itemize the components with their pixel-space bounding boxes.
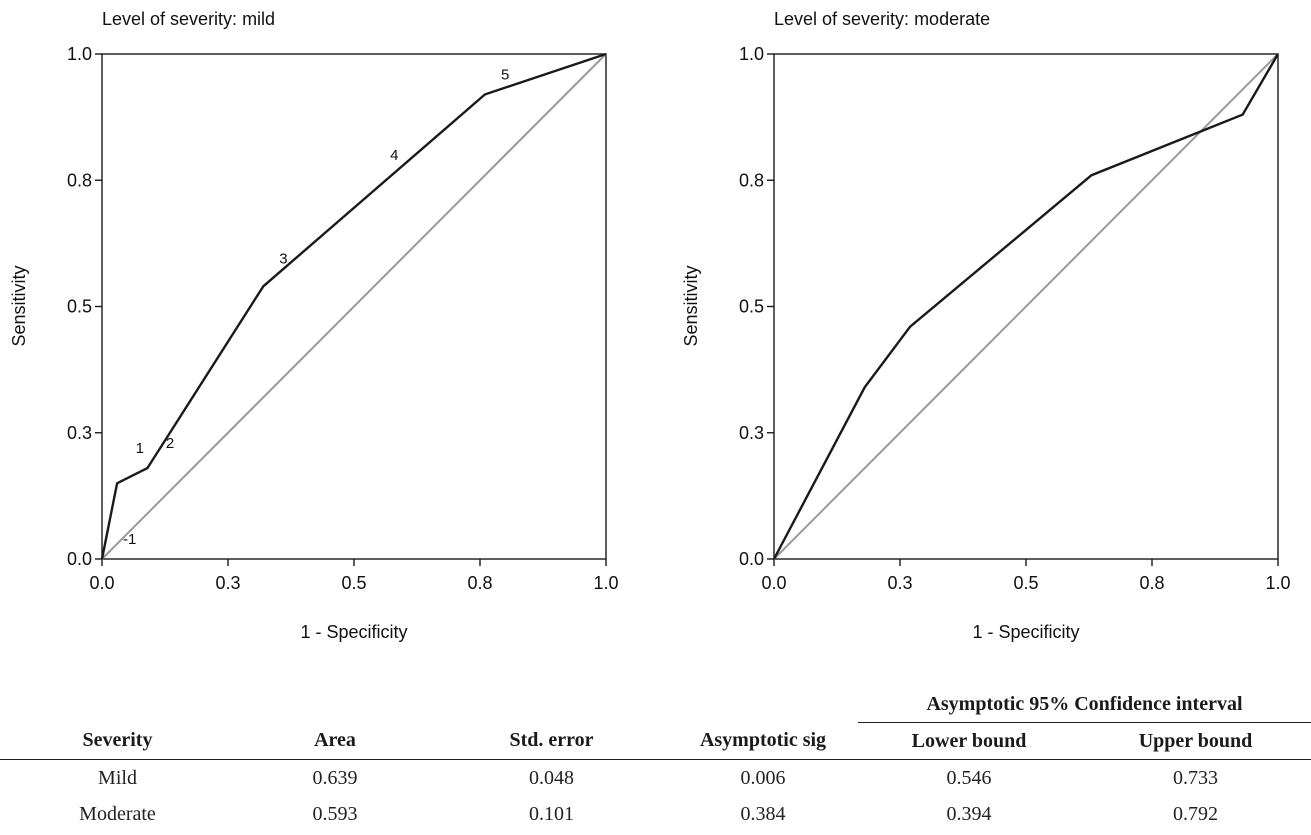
y-tick-label: 0.0 bbox=[67, 549, 92, 569]
col-header-lower-bound: Lower bound bbox=[858, 722, 1080, 760]
y-tick-label: 0.3 bbox=[67, 423, 92, 443]
x-tick-label: 0.0 bbox=[761, 573, 786, 593]
table-row: Moderate 0.593 0.101 0.384 0.394 0.792 bbox=[0, 796, 1311, 832]
cell-severity: Mild bbox=[98, 766, 137, 789]
y-axis-label: Sensitivity bbox=[681, 265, 701, 346]
col-header-severity: Severity bbox=[0, 722, 235, 760]
y-tick-label: 0.3 bbox=[739, 423, 764, 443]
x-tick-label: 0.0 bbox=[89, 573, 114, 593]
cell-lower-bound: 0.394 bbox=[946, 802, 992, 825]
x-tick-label: 0.5 bbox=[1013, 573, 1038, 593]
chart-title: Level of severity: moderate bbox=[774, 9, 990, 29]
x-tick-label: 0.5 bbox=[341, 573, 366, 593]
x-axis-label: 1 - Specificity bbox=[300, 622, 407, 642]
x-tick-label: 0.3 bbox=[215, 573, 240, 593]
cell-area: 0.593 bbox=[312, 802, 358, 825]
reference-diagonal-line bbox=[101, 53, 607, 560]
roc-curve-line bbox=[772, 53, 1280, 560]
table-row: Mild 0.639 0.048 0.006 0.546 0.733 bbox=[0, 760, 1311, 797]
y-axis-label: Sensitivity bbox=[9, 265, 29, 346]
cell-asymptotic-sig: 0.384 bbox=[740, 802, 786, 825]
chart-title: Level of severity: mild bbox=[102, 9, 275, 29]
y-tick-label: 0.5 bbox=[67, 297, 92, 317]
cell-severity: Moderate bbox=[79, 802, 156, 825]
col-header-upper-bound: Upper bound bbox=[1080, 722, 1311, 760]
cutpoint-label: -1 bbox=[123, 531, 136, 548]
roc-chart-moderate: Level of severity: moderate 1 - Specific… bbox=[681, 9, 1291, 642]
col-header-std-error: Std. error bbox=[435, 722, 668, 760]
y-tick-label: 0.8 bbox=[67, 170, 92, 190]
cutpoint-label: 3 bbox=[279, 251, 287, 268]
roc-figure: Level of severity: mild 1 - Specificity … bbox=[9, 9, 1291, 642]
cutpoint-label: 4 bbox=[390, 147, 398, 164]
x-tick-label: 1.0 bbox=[1265, 573, 1290, 593]
y-tick-label: 0.5 bbox=[739, 297, 764, 317]
x-axis-label: 1 - Specificity bbox=[972, 622, 1079, 642]
col-header-area: Area bbox=[235, 722, 435, 760]
cell-std-error: 0.101 bbox=[529, 802, 574, 825]
roc-chart-mild: Level of severity: mild 1 - Specificity … bbox=[9, 9, 619, 642]
y-tick-label: 0.0 bbox=[739, 549, 764, 569]
confidence-interval-header: Asymptotic 95% Confidence interval bbox=[858, 686, 1311, 723]
reference-diagonal-line bbox=[773, 53, 1279, 560]
cell-upper-bound: 0.733 bbox=[1173, 766, 1218, 789]
cutpoint-label: 5 bbox=[501, 66, 509, 83]
y-tick-label: 1.0 bbox=[739, 44, 764, 64]
cell-std-error: 0.048 bbox=[529, 766, 574, 789]
x-tick-label: 0.3 bbox=[887, 573, 912, 593]
cell-upper-bound: 0.792 bbox=[1173, 802, 1218, 825]
x-tick-label: 1.0 bbox=[593, 573, 618, 593]
roc-curve-line bbox=[100, 52, 607, 560]
cutpoint-label: 2 bbox=[166, 435, 174, 452]
group-header-row: Asymptotic 95% Confidence interval bbox=[0, 686, 1311, 723]
cell-asymptotic-sig: 0.006 bbox=[740, 766, 786, 789]
y-tick-label: 1.0 bbox=[67, 44, 92, 64]
x-tick-label: 0.8 bbox=[1139, 573, 1164, 593]
cell-lower-bound: 0.546 bbox=[946, 766, 992, 789]
cutpoint-label: 1 bbox=[136, 440, 144, 457]
col-header-asymptotic-sig: Asymptotic sig bbox=[668, 722, 858, 760]
x-tick-label: 0.8 bbox=[467, 573, 492, 593]
y-tick-label: 0.8 bbox=[739, 170, 764, 190]
table-header-row: Severity Area Std. error Asymptotic sig … bbox=[0, 722, 1311, 760]
cell-area: 0.639 bbox=[312, 766, 358, 789]
auc-results-table: Asymptotic 95% Confidence interval Sever… bbox=[0, 686, 1311, 832]
